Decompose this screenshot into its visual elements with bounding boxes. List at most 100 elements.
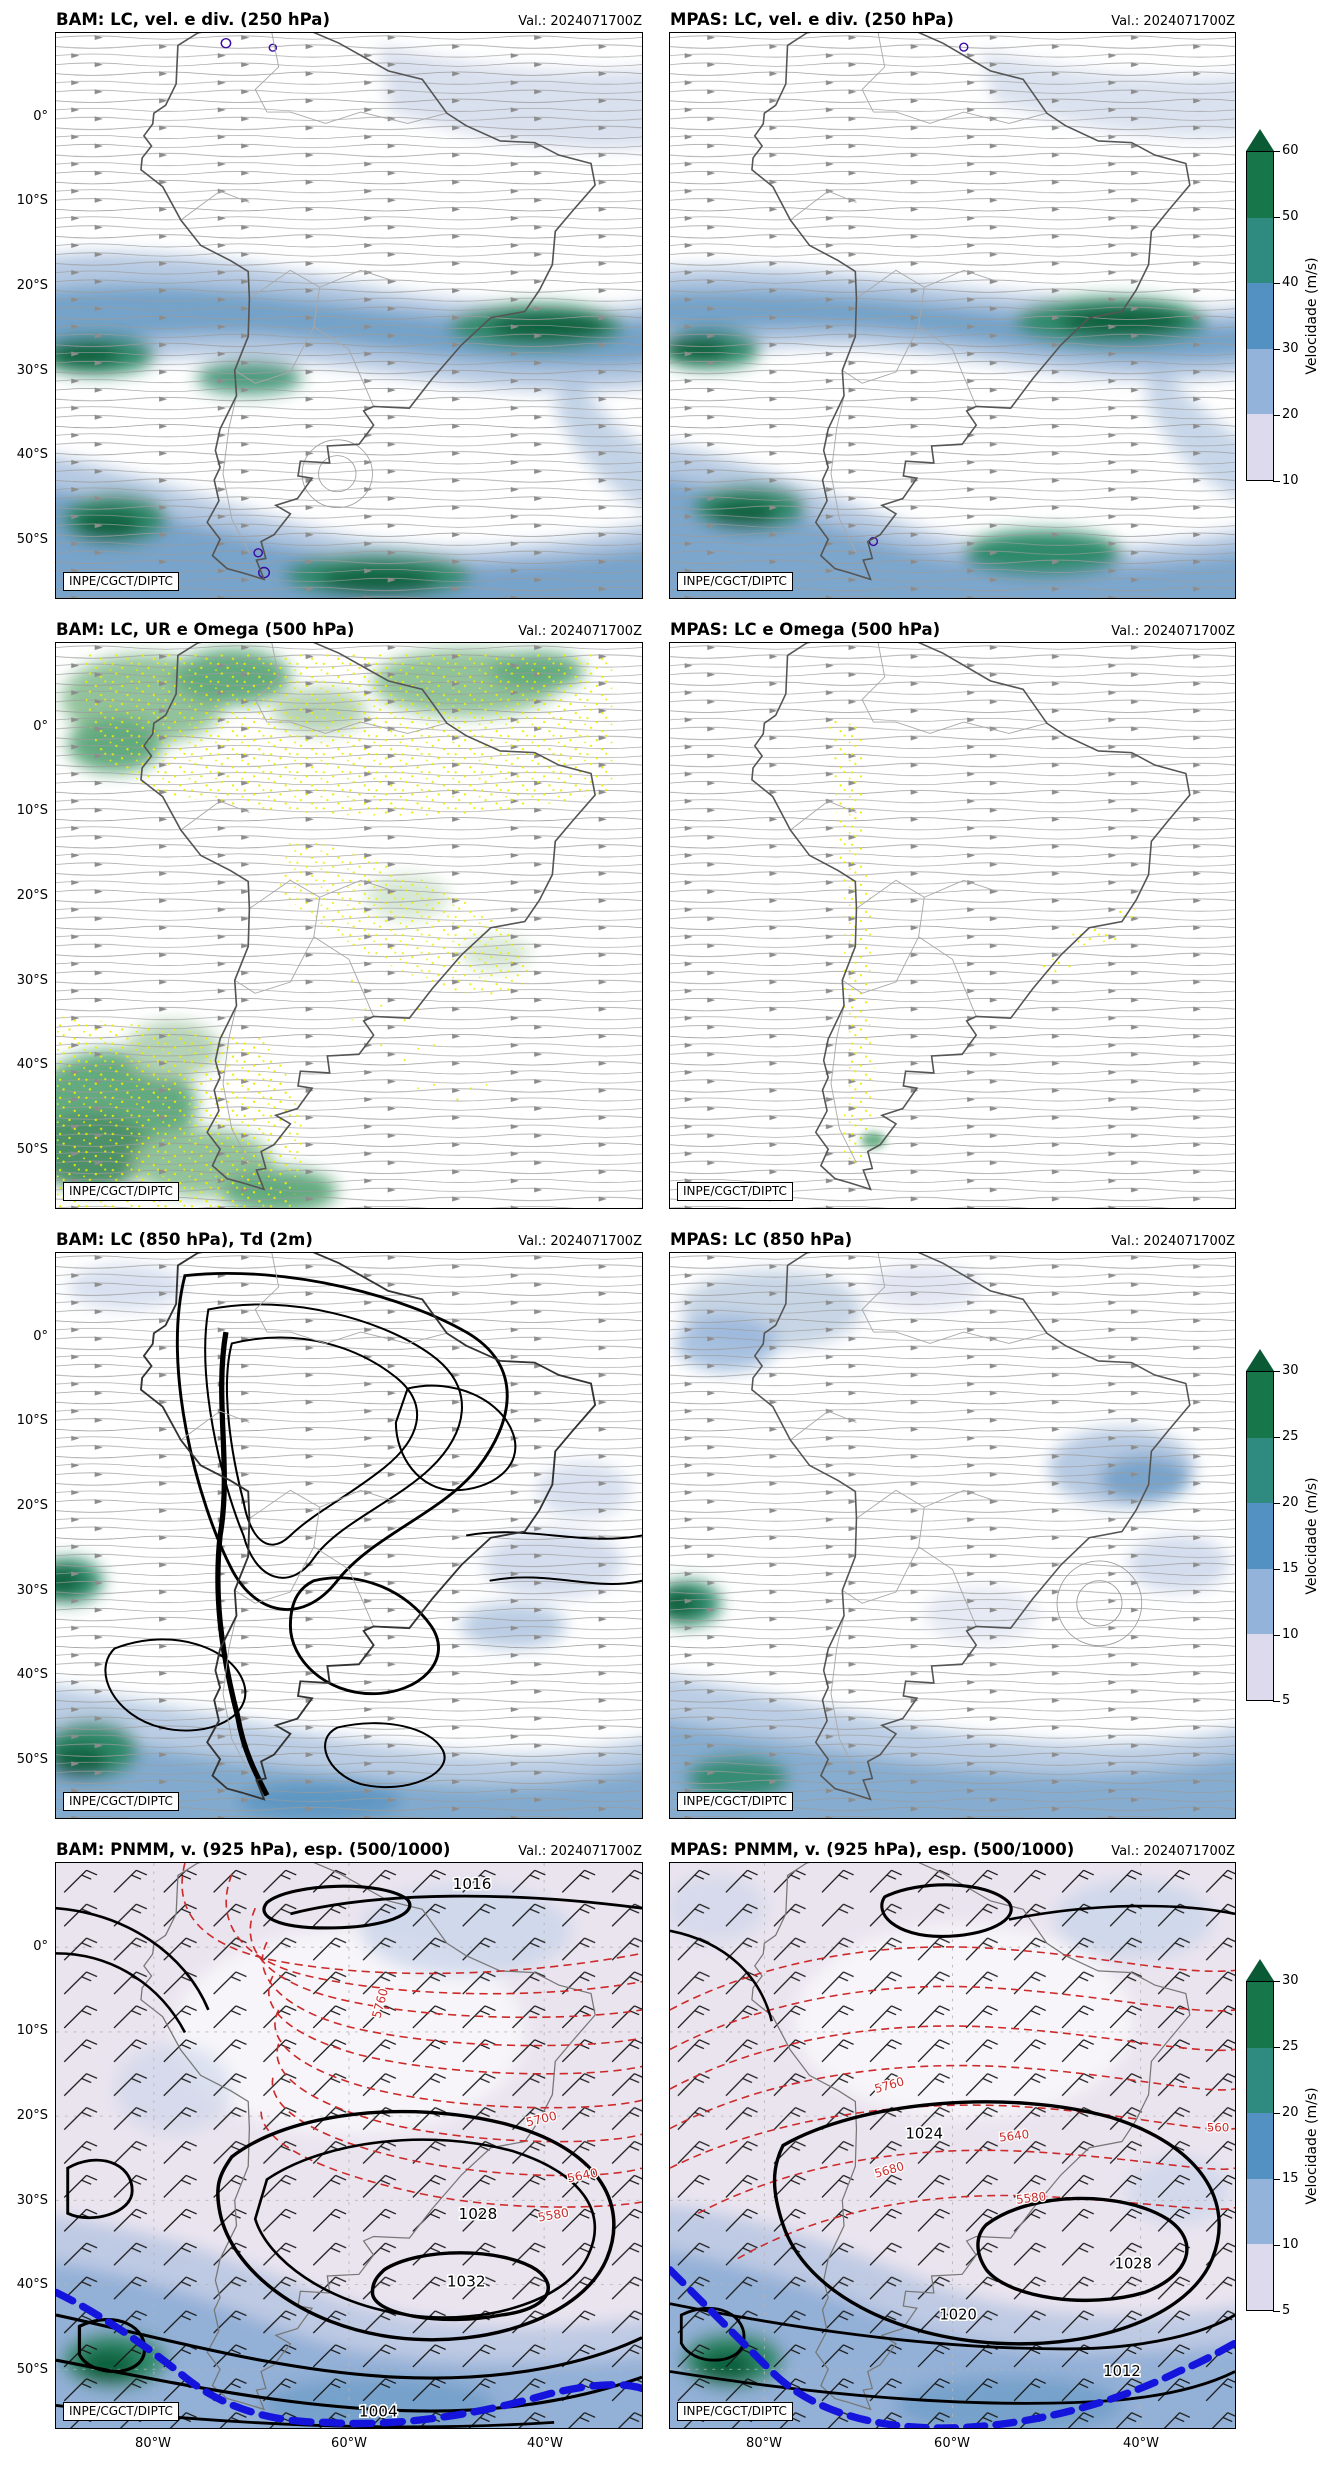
map-canvas — [670, 1253, 1235, 1818]
map-canvas — [670, 33, 1235, 598]
mslp-label: 1028 — [459, 2205, 498, 2223]
mslp-label: 1004 — [359, 2403, 398, 2421]
lon-tick: 80°W — [746, 2436, 782, 2451]
colorbar-segment — [1247, 2244, 1273, 2310]
colorbar-axis-title: Velocidade (m/s) — [1304, 1477, 1320, 1595]
colorbar-tick-label: 20 — [1273, 2105, 1299, 2120]
colorbar-tick-label: 50 — [1273, 209, 1299, 224]
colorbar-tick-label: 25 — [1273, 2039, 1299, 2054]
lon-tick: 60°W — [934, 2436, 970, 2451]
lon-tick: 40°W — [1123, 2436, 1159, 2451]
colorbar-gradient — [1246, 1371, 1274, 1701]
map-bam-850: INPE/CGCT/DIPTC — [55, 1252, 643, 1819]
credit-badge: INPE/CGCT/DIPTC — [677, 1182, 793, 1201]
lat-tick: 50°S — [16, 1142, 48, 1157]
lat-tick: 20°S — [16, 278, 48, 293]
colorbar-tick-label: 30 — [1273, 1973, 1299, 1988]
colorbar-segment — [1247, 1982, 1273, 2048]
omega-speckles — [56, 654, 613, 1208]
streamlines — [670, 33, 1235, 598]
thickness-label: 560 — [1207, 2120, 1230, 2134]
map-mpas-pnmm: 1024 1028 1020 1012 5760 5680 5640 5580 … — [669, 1862, 1236, 2429]
row-850hpa: 0° 10°S 20°S 30°S 40°S 50°S BAM: LC (850… — [0, 1220, 1323, 1830]
colorbar-axis-title: Velocidade (m/s) — [1304, 2087, 1320, 2205]
colorbar-tick-label: 10 — [1273, 473, 1299, 488]
row-250hpa: 0° 10°S 20°S 30°S 40°S 50°S BAM: LC, vel… — [0, 0, 1323, 610]
credit-badge: INPE/CGCT/DIPTC — [63, 2402, 179, 2421]
lat-tick: 20°S — [16, 1498, 48, 1513]
front-line — [56, 2288, 642, 2428]
streamlines — [56, 33, 642, 598]
lon-tick: 40°W — [527, 2436, 563, 2451]
panel-validity: Val.: 2024071700Z — [518, 1234, 642, 1249]
colorbar-tick-label: 30 — [1273, 1363, 1299, 1378]
colorbar-tick-label: 20 — [1273, 407, 1299, 422]
colorbar-velocity-925: 30 25 20 15 10 5 Velocidade (m/s) — [1236, 1836, 1323, 2472]
wind-barbs — [670, 1863, 1235, 2428]
lat-tick: 30°S — [16, 363, 48, 378]
lat-tick: 40°S — [16, 447, 48, 462]
map-canvas — [56, 33, 642, 598]
map-bam-pnmm: 1016 1028 1032 1004 5760 5700 5640 5580 … — [55, 1862, 643, 2429]
colorbar-extend-max — [1246, 1959, 1274, 1981]
colorbar-segment — [1247, 152, 1273, 218]
colorbar-segment — [1247, 2178, 1273, 2245]
colorbar-velocity-850: 30 25 20 15 10 5 Velocidade (m/s) — [1236, 1226, 1323, 1830]
panel-validity: Val.: 2024071700Z — [518, 624, 642, 639]
map-mpas-850: INPE/CGCT/DIPTC — [669, 1252, 1236, 1819]
lat-tick: 40°S — [16, 1667, 48, 1682]
thickness-contours — [181, 1863, 642, 2208]
streamlines — [670, 1253, 1235, 1818]
lat-tick: 0° — [33, 719, 48, 734]
thickness-label: 5640 — [998, 2127, 1030, 2145]
panel-title: BAM: LC, vel. e div. (250 hPa) — [56, 10, 330, 29]
colorbar-tick-label: 10 — [1273, 1627, 1299, 1642]
colorbar-tick-label: 5 — [1272, 1693, 1291, 1708]
swirl-marks — [1056, 1560, 1143, 1647]
thickness-label: 5580 — [537, 2206, 570, 2225]
panel-validity: Val.: 2024071700Z — [1111, 14, 1235, 29]
swirl-marks — [301, 439, 373, 508]
colorbar-tick-label: 40 — [1273, 275, 1299, 290]
lat-tick: 0° — [33, 109, 48, 124]
colorbar-tick-label: 10 — [1273, 2237, 1299, 2252]
lat-tick: 30°S — [16, 1583, 48, 1598]
lat-tick: 50°S — [16, 1752, 48, 1767]
credit-badge: INPE/CGCT/DIPTC — [677, 572, 793, 591]
humidity-dot — [860, 1132, 886, 1149]
panel-title: MPAS: PNMM, v. (925 hPa), esp. (500/1000… — [670, 1840, 1075, 1859]
credit-badge: INPE/CGCT/DIPTC — [63, 1792, 179, 1811]
lat-tick: 20°S — [16, 2108, 48, 2123]
lat-tick: 10°S — [16, 803, 48, 818]
mslp-label: 1016 — [453, 1875, 492, 1893]
panel-mpas-500: MPAS: LC e Omega (500 hPa) Val.: 2024071… — [669, 616, 1236, 1209]
colorbar-axis-title: Velocidade (m/s) — [1304, 257, 1320, 375]
mslp-label: 1028 — [1115, 2256, 1152, 2273]
colorbar-tick-label: 20 — [1273, 1495, 1299, 1510]
lat-tick: 30°S — [16, 2193, 48, 2208]
lon-tick: 80°W — [135, 2436, 171, 2451]
panel-title: MPAS: LC (850 hPa) — [670, 1230, 853, 1249]
panel-bam-850: BAM: LC (850 hPa), Td (2m) Val.: 2024071… — [55, 1226, 643, 1819]
map-bam-500: INPE/CGCT/DIPTC — [55, 642, 643, 1209]
mslp-label: 1024 — [906, 2126, 943, 2143]
colorbar-gradient — [1246, 151, 1274, 481]
panel-validity: Val.: 2024071700Z — [1111, 1844, 1235, 1859]
mslp-contours — [56, 1884, 642, 2428]
panel-title: MPAS: LC e Omega (500 hPa) — [670, 620, 941, 639]
lat-tick: 40°S — [16, 1057, 48, 1072]
colorbar-segment — [1247, 1568, 1273, 1635]
thickness-label: 5580 — [1015, 2189, 1047, 2207]
lat-tick: 30°S — [16, 973, 48, 988]
panel-bam-500: BAM: LC, UR e Omega (500 hPa) Val.: 2024… — [55, 616, 643, 1209]
panel-bam-pnmm: BAM: PNMM, v. (925 hPa), esp. (500/1000)… — [55, 1836, 643, 2429]
lat-tick: 50°S — [16, 532, 48, 547]
panel-mpas-250: MPAS: LC, vel. e div. (250 hPa) Val.: 20… — [669, 6, 1236, 599]
colorbar-segment — [1247, 2047, 1273, 2114]
colorbar-segment — [1247, 1437, 1273, 1504]
panel-title: BAM: PNMM, v. (925 hPa), esp. (500/1000) — [56, 1840, 451, 1859]
panel-title: MPAS: LC, vel. e div. (250 hPa) — [670, 10, 954, 29]
lat-tick: 0° — [33, 1939, 48, 1954]
mslp-label: 1032 — [447, 2273, 486, 2291]
colorbar-segment — [1247, 348, 1273, 415]
